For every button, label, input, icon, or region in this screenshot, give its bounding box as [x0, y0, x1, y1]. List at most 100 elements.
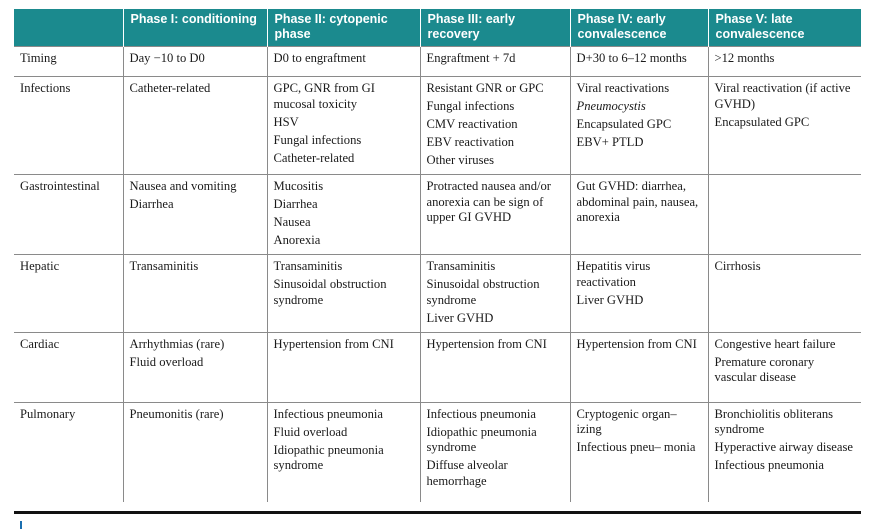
cell-item: >12 months — [714, 51, 775, 65]
cell-item: Encapsulated GPC — [714, 114, 810, 129]
cell-item: Diarrhea — [273, 197, 318, 211]
table-row: Gastrointestinal Nausea and vomiting Diarr… — [14, 174, 861, 255]
cell-item: Viral reactivation (if active GVHD) — [714, 81, 851, 111]
table-cell: Pneumonitis (rare) — [122, 401, 267, 502]
table-cell: Congestive heart failure Premature corona… — [707, 331, 861, 402]
table-cell: Resistant GNR or GPC Fungal infections CMV… — [419, 76, 570, 175]
cell-item: Sinusoidal obstruction syndrome — [273, 277, 387, 307]
cell-item: EBV+ PTLD — [576, 135, 644, 149]
cell-item: Pneumocystis — [576, 99, 646, 113]
table-cell: Cirrhosis — [707, 254, 861, 332]
table-cell: D+30 to 6–12 months — [569, 46, 708, 77]
table-cell: GPC, GNR from GI mucosal toxicity HSV Fung… — [266, 76, 420, 175]
table-row: Infections Catheter-related GPC, GNR from … — [14, 76, 861, 175]
table-cell: Day −10 to D0 — [122, 46, 267, 77]
table-row: Pulmonary Pneumonitis (rare) Infectious pn… — [14, 401, 861, 502]
cell-item: Arrhythmias (rare) — [129, 336, 225, 351]
table-cell: >12 months — [707, 46, 861, 77]
row-label: Timing — [14, 46, 123, 77]
table-cell: Gut GVHD: diarrhea, abdominal pain, naus… — [569, 174, 708, 255]
table-cell: Arrhythmias (rare) Fluid overload — [122, 331, 267, 402]
row-label: Cardiac — [14, 331, 123, 402]
cell-item: Liver GVHD — [426, 310, 494, 325]
table-cell: Hypertension from CNI — [569, 331, 708, 402]
cell-item: Premature coronary vascular disease — [714, 354, 815, 385]
table-cell: Infectious pneumonia Idiopathic pneumonia… — [419, 401, 570, 502]
cell-item: Infectious pneumonia — [714, 458, 824, 472]
cell-item: D0 to engraftment — [273, 51, 366, 65]
cell-item: Hepatitis virus reactivation — [576, 259, 651, 289]
cell-item: EBV reactivation — [426, 135, 515, 149]
header-cell-phase-1: Phase I: conditioning — [122, 9, 267, 47]
table-cell: Transaminitis Sinusoidal obstruction synd… — [266, 254, 420, 332]
cell-item: Hypertension from CNI — [426, 336, 547, 351]
cell-item: Fluid overload — [129, 354, 204, 369]
cell-item: Resistant GNR or GPC — [426, 81, 544, 95]
cell-item: Cryptogenic organ– izing — [576, 406, 677, 437]
cell-item: Nausea — [273, 215, 311, 229]
table-row: Hepatic Transaminitis Transaminitis Sinusoi… — [14, 254, 861, 332]
cell-item: Encapsulated GPC — [576, 117, 672, 131]
cell-item: Catheter-related — [273, 150, 355, 165]
cell-item: Engraftment + 7d — [426, 51, 516, 65]
row-label: Pulmonary — [14, 401, 123, 502]
cell-item: Bronchiolitis obliterans syndrome — [714, 406, 834, 437]
table-cell: Hepatitis virus reactivation Liver GVHD — [569, 254, 708, 332]
complications-table: Phase I: conditioning Phase II: cytopeni… — [14, 9, 861, 502]
table-cell: Nausea and vomiting Diarrhea — [122, 174, 267, 255]
cell-item: Anorexia — [273, 233, 321, 247]
cell-item: Infectious pneumonia — [273, 406, 383, 421]
page-marker — [20, 521, 22, 529]
table-cell: Viral reactivations Pneumocystis Encapsula… — [569, 76, 708, 175]
row-label: Hepatic — [14, 254, 123, 332]
table-cell: Hypertension from CNI — [266, 331, 420, 402]
cell-item: Sinusoidal obstruction syndrome — [426, 277, 540, 307]
table-cell: Hypertension from CNI — [419, 331, 570, 402]
row-label: Gastrointestinal — [14, 174, 123, 255]
header-cell-phase-2: Phase II: cytopenic phase — [266, 9, 420, 47]
cell-item: GPC, GNR from GI mucosal toxicity — [273, 81, 375, 111]
cell-item: Transaminitis — [426, 259, 496, 273]
table-cell: Protracted nausea and/or anorexia can be… — [419, 174, 570, 255]
cell-item: Nausea and vomiting — [129, 179, 237, 193]
cell-item: Hyperactive airway disease — [714, 440, 853, 454]
cell-item: Idiopathic pneumonia syndrome — [426, 424, 537, 455]
header-row: Phase I: conditioning Phase II: cytopeni… — [14, 9, 861, 47]
cell-item: Protracted nausea and/or anorexia can be… — [426, 179, 552, 224]
cell-item: Transaminitis — [273, 259, 343, 273]
cell-item: Catheter-related — [129, 81, 211, 95]
cell-item: HSV — [273, 114, 299, 129]
cell-item: Gut GVHD: diarrhea, abdominal pain, naus… — [576, 179, 699, 224]
complications-table-container: Phase I: conditioning Phase II: cytopeni… — [14, 9, 861, 502]
table-row: Cardiac Arrhythmias (rare) Fluid overload H… — [14, 331, 861, 402]
cell-item: Other viruses — [426, 153, 495, 167]
header-cell-phase-5: Phase V: late convalescence — [707, 9, 861, 47]
cell-item: Liver GVHD — [576, 292, 644, 307]
cell-item: Congestive heart failure — [714, 336, 836, 351]
header-cell-blank — [14, 9, 123, 47]
cell-item: Idiopathic pneumonia syndrome — [273, 442, 384, 473]
cell-item: Cirrhosis — [714, 259, 761, 273]
table-cell: Cryptogenic organ– izing Infectious pneu–… — [569, 401, 708, 502]
table-cell: Infectious pneumonia Fluid overload Idiopa… — [266, 401, 420, 502]
header-cell-phase-4: Phase IV: early convalescence — [569, 9, 708, 47]
table-cell: Transaminitis Sinusoidal obstruction synd… — [419, 254, 570, 332]
cell-item: Fluid overload — [273, 424, 348, 439]
header-cell-phase-3: Phase III: early recovery — [419, 9, 570, 47]
table-cell: Viral reactivation (if active GVHD) Encap… — [707, 76, 861, 175]
cell-item: Fungal infections — [273, 132, 362, 147]
cell-item: Infectious pneu– monia — [576, 440, 696, 454]
cell-item: Hypertension from CNI — [576, 336, 697, 351]
cell-item: Mucositis — [273, 179, 324, 193]
table-cell: D0 to engraftment — [266, 46, 420, 77]
table-row: Timing Day −10 to D0 D0 to engraftment Engr… — [14, 46, 861, 77]
cell-item: Hypertension from CNI — [273, 336, 394, 351]
cell-item: Diarrhea — [129, 197, 174, 211]
cell-item: CMV reactivation — [426, 117, 518, 131]
table-cell: Catheter-related — [122, 76, 267, 175]
table-cell: Bronchiolitis obliterans syndrome Hyperac… — [707, 401, 861, 502]
cell-item: Fungal infections — [426, 99, 515, 113]
table-cell: Mucositis Diarrhea Nausea Anorexia — [266, 174, 420, 255]
cell-item: Infectious pneumonia — [426, 406, 536, 421]
cell-item: Diffuse alveolar hemorrhage — [426, 458, 508, 488]
